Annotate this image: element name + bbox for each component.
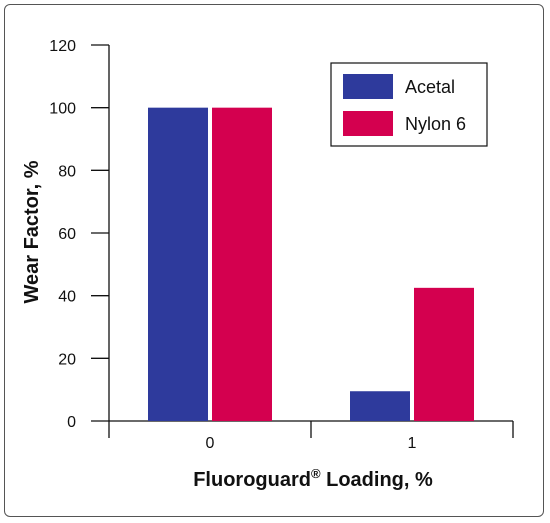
y-tick-label: 40: [58, 289, 76, 306]
bar-acetal-0: [148, 107, 208, 422]
x-axis-title-rest: Loading, %: [321, 469, 433, 491]
y-tick-label: 20: [58, 351, 76, 368]
bar-acetal-1: [350, 391, 410, 421]
legend: Acetal Nylon 6: [330, 62, 488, 147]
legend-swatch: [343, 74, 393, 99]
x-axis-title-sup: ®: [311, 466, 321, 481]
y-tick-label: 80: [58, 163, 76, 180]
bars: [148, 107, 474, 422]
bar-nylon-6-1: [414, 287, 474, 421]
bar-nylon-6-0: [212, 107, 272, 422]
y-tick-label: 60: [58, 226, 76, 243]
y-tick-label: 0: [67, 414, 76, 431]
x-axis-title-main: Fluoroguard: [193, 469, 311, 491]
y-tick-label: 100: [49, 101, 76, 118]
x-axis-title: Fluoroguard® Loading, %: [193, 466, 433, 491]
y-axis-title: Wear Factor, %: [21, 160, 43, 303]
y-tick-label: 120: [49, 38, 76, 55]
x-tick-label: 1: [408, 435, 417, 452]
legend-label: Acetal: [405, 77, 455, 97]
legend-swatch: [343, 111, 393, 136]
y-axis: 0 20 40 60 80 100 120: [49, 38, 110, 431]
x-tick-label: 0: [206, 435, 215, 452]
legend-label: Nylon 6: [405, 114, 466, 134]
